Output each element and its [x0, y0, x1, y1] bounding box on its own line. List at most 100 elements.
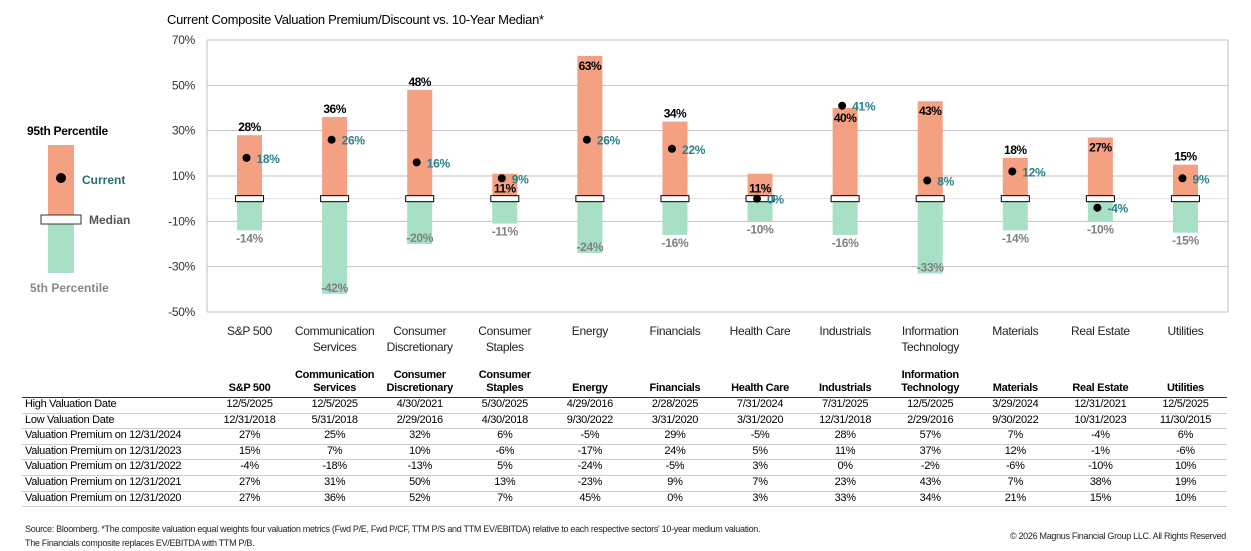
y-tick-label: -30%	[168, 260, 195, 274]
current-dot	[1008, 167, 1017, 176]
table-cell: 3/29/2024	[992, 398, 1039, 410]
current-dot	[1178, 174, 1187, 183]
low-value-label: -33%	[917, 260, 944, 274]
current-value-label: 16%	[427, 156, 451, 170]
table-row-label: Valuation Premium on 12/31/2024	[25, 429, 182, 442]
table-column-header: Health Care	[718, 382, 802, 395]
table-cell: 6%	[497, 429, 513, 442]
table-column-header: Financials	[633, 382, 717, 395]
current-value-label: 9%	[1192, 172, 1209, 186]
current-value-label: 26%	[342, 134, 366, 148]
table-cell: 31%	[324, 476, 346, 488]
current-value-label: 9%	[512, 172, 529, 186]
table-cell: 10/31/2023	[1074, 413, 1127, 426]
current-value-label: 8%	[937, 175, 954, 189]
x-category-label: Technology	[901, 340, 959, 354]
table-cell: 57%	[919, 429, 941, 442]
table-row-rule	[22, 506, 1227, 508]
table-column-header: Information Technology	[888, 369, 972, 395]
median-marker	[235, 195, 265, 203]
table-cell: 38%	[1089, 476, 1111, 488]
y-tick-label: 10%	[172, 169, 196, 183]
table-cell: 4/29/2016	[566, 398, 614, 410]
current-dot	[327, 135, 336, 144]
table-cell: 12/5/2025	[226, 398, 273, 410]
table-cell: 0%	[837, 460, 853, 473]
x-category-label: S&P 500	[227, 324, 273, 338]
table-row-rule	[22, 490, 1227, 492]
table-column-header: Materials	[973, 382, 1057, 395]
bar-5th-percentile	[492, 198, 518, 224]
y-tick-label: 30%	[172, 124, 196, 138]
table-cell: 2/29/2016	[396, 413, 444, 426]
bar-95th-percentile	[1087, 137, 1113, 199]
header-line: Real Estate	[1072, 382, 1129, 394]
bar-5th-percentile	[662, 198, 688, 235]
high-value-label: 15%	[1174, 150, 1197, 164]
table-column-header: Consumer Discretionary	[378, 369, 462, 395]
table-cell: 13%	[494, 476, 516, 488]
table-cell: -6%	[495, 444, 515, 457]
low-value-label: -14%	[236, 231, 263, 245]
low-value-label: -16%	[662, 236, 689, 250]
header-line: Discretionary	[386, 382, 453, 394]
bar-95th-percentile	[322, 117, 348, 199]
x-category-label: Financials	[649, 324, 700, 338]
table-cell: -13%	[407, 460, 432, 473]
x-category-label: Materials	[992, 324, 1038, 338]
table-cell: 12/5/2025	[907, 398, 954, 410]
table-cell: 4/30/2021	[396, 398, 444, 410]
table-cell: 2/29/2016	[907, 413, 954, 426]
x-category-label: Consumer	[478, 324, 531, 338]
low-value-label: -42%	[321, 281, 348, 295]
table-cell: 27%	[238, 491, 261, 504]
current-value-label: 12%	[1022, 165, 1046, 179]
bar-95th-percentile	[577, 55, 603, 199]
table-row-label: Valuation Premium on 12/31/2021	[25, 476, 182, 488]
bar-95th-percentile	[1002, 157, 1028, 199]
median-marker	[915, 195, 945, 203]
bar-5th-percentile	[407, 198, 433, 244]
median-marker	[1170, 195, 1200, 203]
legend-median-marker	[40, 214, 82, 225]
table-cell: 27%	[238, 476, 261, 488]
low-value-label: -15%	[1172, 234, 1199, 248]
table-cell: 3%	[752, 491, 768, 504]
table-cell: 12/5/2025	[1162, 398, 1209, 410]
table-cell: -6%	[1176, 444, 1195, 457]
header-line: Technology	[901, 382, 960, 394]
header-line: Health Care	[731, 382, 789, 394]
current-value-label: -4%	[1107, 202, 1128, 216]
current-dot	[753, 194, 762, 203]
bar-5th-percentile	[1002, 198, 1028, 231]
median-marker	[405, 195, 435, 203]
current-dot	[923, 176, 932, 185]
table-row-rule	[22, 428, 1227, 430]
high-value-label: 27%	[1089, 140, 1112, 154]
table-cell: 12%	[1004, 444, 1026, 457]
low-value-label: -11%	[492, 225, 519, 239]
table-cell: 7/31/2024	[736, 398, 784, 410]
bar-5th-percentile	[832, 198, 858, 235]
header-line: Utilities	[1166, 382, 1204, 394]
header-line: Staples	[486, 382, 524, 394]
current-value-label: 0%	[767, 193, 784, 207]
bar-95th-percentile	[407, 89, 433, 199]
current-value-label: 26%	[597, 134, 621, 148]
median-marker	[490, 195, 520, 203]
table-cell: 19%	[1174, 476, 1197, 488]
legend-current-label: Current	[82, 173, 125, 187]
table-cell: -10%	[1088, 460, 1113, 473]
bar-5th-percentile	[322, 198, 348, 294]
high-value-label: 63%	[579, 59, 602, 73]
table-cell: 10%	[1174, 460, 1197, 473]
table-column-header: Industrials	[803, 382, 887, 395]
low-value-label: -16%	[832, 236, 859, 250]
chart-title: Current Composite Valuation Premium/Disc…	[167, 12, 544, 27]
low-value-label: -14%	[1002, 231, 1029, 245]
x-category-label: Utilities	[1167, 324, 1203, 338]
table-header-rule	[22, 397, 1227, 398]
table-row-label: Valuation Premium on 12/31/2023	[25, 444, 182, 457]
x-category-label: Real Estate	[1071, 324, 1130, 338]
current-dot	[242, 153, 251, 162]
